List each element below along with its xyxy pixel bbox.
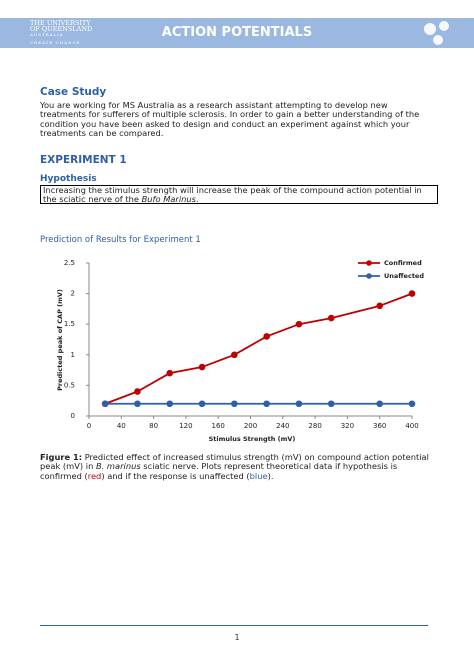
point [198,363,206,371]
legend-label: Confirmed [384,259,422,267]
y-tick-label: 2 [71,290,75,298]
chart: Stimulus Strength (mV) Predicted peak of… [56,259,424,443]
x-tick-label: 360 [373,422,386,430]
point [408,290,416,297]
x-tick-label: 200 [244,422,257,430]
text: Predicted effect of increased stimulus s… [40,452,429,472]
text: Bufo Marinus [141,194,196,205]
x-tick-label: 400 [405,422,418,430]
legend-swatch [366,273,372,279]
point [134,388,141,395]
x-tick-label: 240 [276,422,289,430]
point [327,400,335,408]
point [198,400,206,408]
text: ) and if the response is unaffected ( [101,470,250,481]
legend-label: Unaffected [384,272,424,280]
point [263,333,270,340]
text: B. marinus [95,461,141,472]
x-tick-label: 280 [308,422,321,430]
text: sciatic nerve. Plots represent theoretic… [40,461,398,481]
subheading: Prediction of Results for Experiment 1 [40,235,201,245]
country: AUSTRALIA [30,32,64,37]
y-tick-label: 0 [71,412,75,420]
university-name: OF QUEENSLAND [30,25,93,33]
point [295,320,303,328]
subheading: Hypothesis [40,174,97,184]
point [134,400,141,408]
paragraph: You are working for MS Australia as a re… [40,100,420,139]
x-tick-label: 320 [341,422,354,430]
point [327,314,335,322]
figure-caption: Figure 1: Predicted effect of increased … [40,452,435,481]
point [231,351,238,359]
text: Increasing the stimulus strength will in… [43,185,422,205]
hypothesis-box: Increasing the stimulus strength will in… [40,185,438,204]
x-tick-label: 80 [149,422,158,430]
y-tick-label: 2.5 [64,259,75,267]
point [408,400,416,408]
y-tick-label: 0.5 [64,381,75,389]
x-tick-label: 160 [212,422,225,430]
page-title: ACTION POTENTIALS [161,25,313,40]
y-tick-label: 1.5 [64,320,75,328]
page-number: 1 [234,633,240,642]
x-tick-label: 0 [87,422,91,430]
text: blue [249,470,268,481]
point [263,400,270,408]
section-heading: EXPERIMENT 1 [40,154,127,166]
text: red [87,470,102,481]
legend-swatch [366,260,372,266]
header-bar [0,18,474,48]
y-tick-label: 1 [71,351,75,359]
point [166,369,174,377]
point [166,400,174,408]
x-tick-label: 120 [179,422,192,430]
caption-label: Figure 1: [40,452,83,462]
x-tick-label: 40 [117,422,126,430]
point [376,400,384,408]
logo: THE UNIVERSITY OF QUEENSLAND AUSTRALIA C… [30,20,92,46]
point [295,400,303,408]
icon [424,21,449,45]
tagline: CREATE CHANGE [30,40,81,45]
university-name: THE UNIVERSITY [30,19,91,27]
y-axis-label: Predicted peak of CAP (mV) [56,289,64,391]
text: ). [267,470,274,481]
section-heading: Case Study [40,86,107,98]
point [101,400,109,408]
series-line [104,292,413,405]
point [231,400,238,408]
x-axis-label: Stimulus Strength (mV) [209,435,296,443]
point [376,302,384,310]
footer-line [40,625,428,626]
text: . [196,194,199,205]
